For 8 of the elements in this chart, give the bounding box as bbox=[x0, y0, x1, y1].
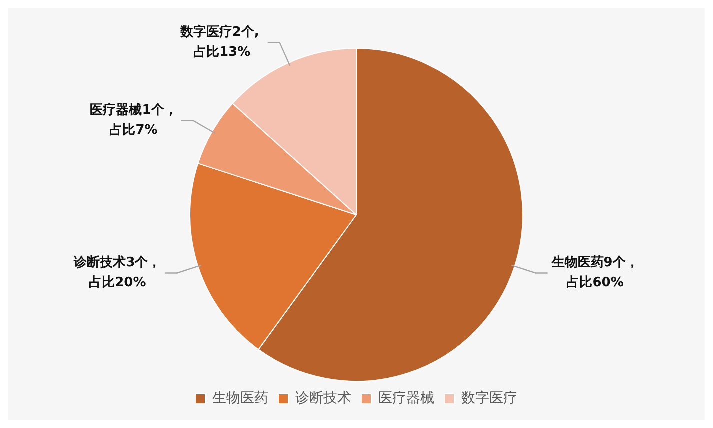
legend-label: 医疗器械 bbox=[378, 390, 434, 407]
legend-label: 生物医药 bbox=[212, 390, 268, 407]
legend-label: 诊断技术 bbox=[296, 390, 352, 407]
data-label: 生物医药9个，占比60% bbox=[550, 254, 639, 291]
legend-label: 数字医疗 bbox=[462, 390, 518, 407]
data-label: 数字医疗2个, 占比13% bbox=[179, 24, 264, 60]
data-label: 医疗器械1个，占比7% bbox=[90, 102, 178, 138]
data-label: 诊断技术3个，占比20% bbox=[73, 256, 162, 291]
